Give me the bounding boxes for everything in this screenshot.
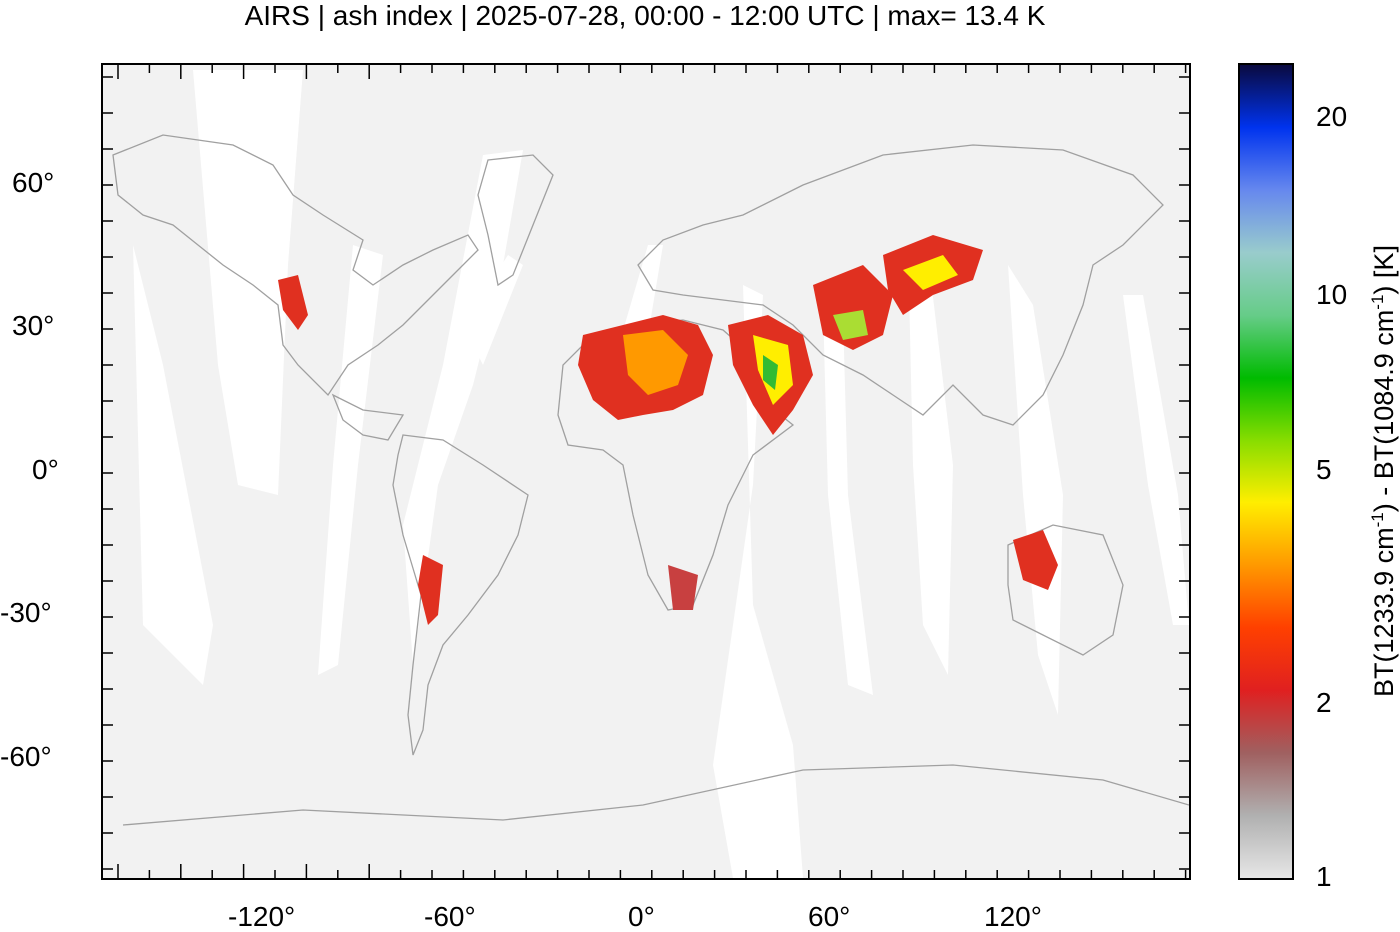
colorbar-tick-label: 2	[1316, 687, 1332, 718]
y-tick-label: 60°	[12, 167, 55, 198]
y-tick-label: 30°	[12, 310, 55, 341]
ash-patch-iran-core	[833, 310, 868, 340]
y-tick-label: 0°	[32, 454, 59, 485]
x-tick-label: -60°	[424, 901, 476, 932]
coastline-australia	[1007, 524, 1124, 656]
colorbar-tick-label: 20	[1316, 101, 1348, 132]
ash-patch-andes	[418, 555, 443, 625]
world-map	[103, 65, 1189, 878]
swath-gap	[823, 305, 873, 695]
x-tick-label: 0°	[628, 901, 655, 932]
ash-patch-southern-africa	[668, 565, 698, 610]
colorbar-axis-label: BT(1233.9 cm-1) - BT(1084.9 cm-1) [K]	[1368, 245, 1399, 697]
coastline-central-america	[331, 393, 405, 441]
coastline-south-america	[392, 434, 529, 756]
y-tick-label: -30°	[0, 597, 52, 628]
ash-patch-central-asia-core	[903, 255, 958, 290]
x-tick-label: 60°	[808, 901, 851, 932]
swath-gap	[193, 70, 303, 495]
coastline-north-america	[112, 134, 479, 397]
x-tick-label: 120°	[984, 901, 1042, 932]
swath-gap	[1123, 295, 1189, 625]
chart-title: AIRS | ash index | 2025-07-28, 00:00 - 1…	[244, 0, 1046, 31]
x-tick-label: -120°	[228, 901, 296, 932]
ash-patch-australia	[1013, 530, 1058, 590]
swath-gap	[1008, 265, 1063, 715]
swath-gap	[463, 255, 523, 365]
coastline-greenland	[477, 154, 554, 287]
y-tick-label: -60°	[0, 741, 52, 772]
colorbar	[1238, 63, 1294, 880]
ash-index-patches	[278, 235, 1058, 625]
coastline-eurasia	[637, 144, 1164, 426]
swath-gap	[318, 245, 383, 675]
colorbar-tick-label: 1	[1316, 861, 1332, 892]
swath-gap	[908, 245, 953, 675]
colorbar-tick-label: 5	[1316, 454, 1332, 485]
swath-gaps	[133, 70, 1189, 878]
swath-gap	[133, 245, 213, 685]
swath-gap	[713, 285, 803, 878]
map-plot-area	[101, 63, 1191, 880]
ash-patch-north-america	[278, 275, 308, 330]
ash-patch-sahara-core	[623, 330, 688, 395]
ash-patch-arabia-peak	[763, 355, 778, 390]
coastline-antarctica	[122, 764, 1189, 826]
colorbar-tick-label: 10	[1316, 279, 1348, 310]
ash-patch-iran	[813, 265, 893, 350]
